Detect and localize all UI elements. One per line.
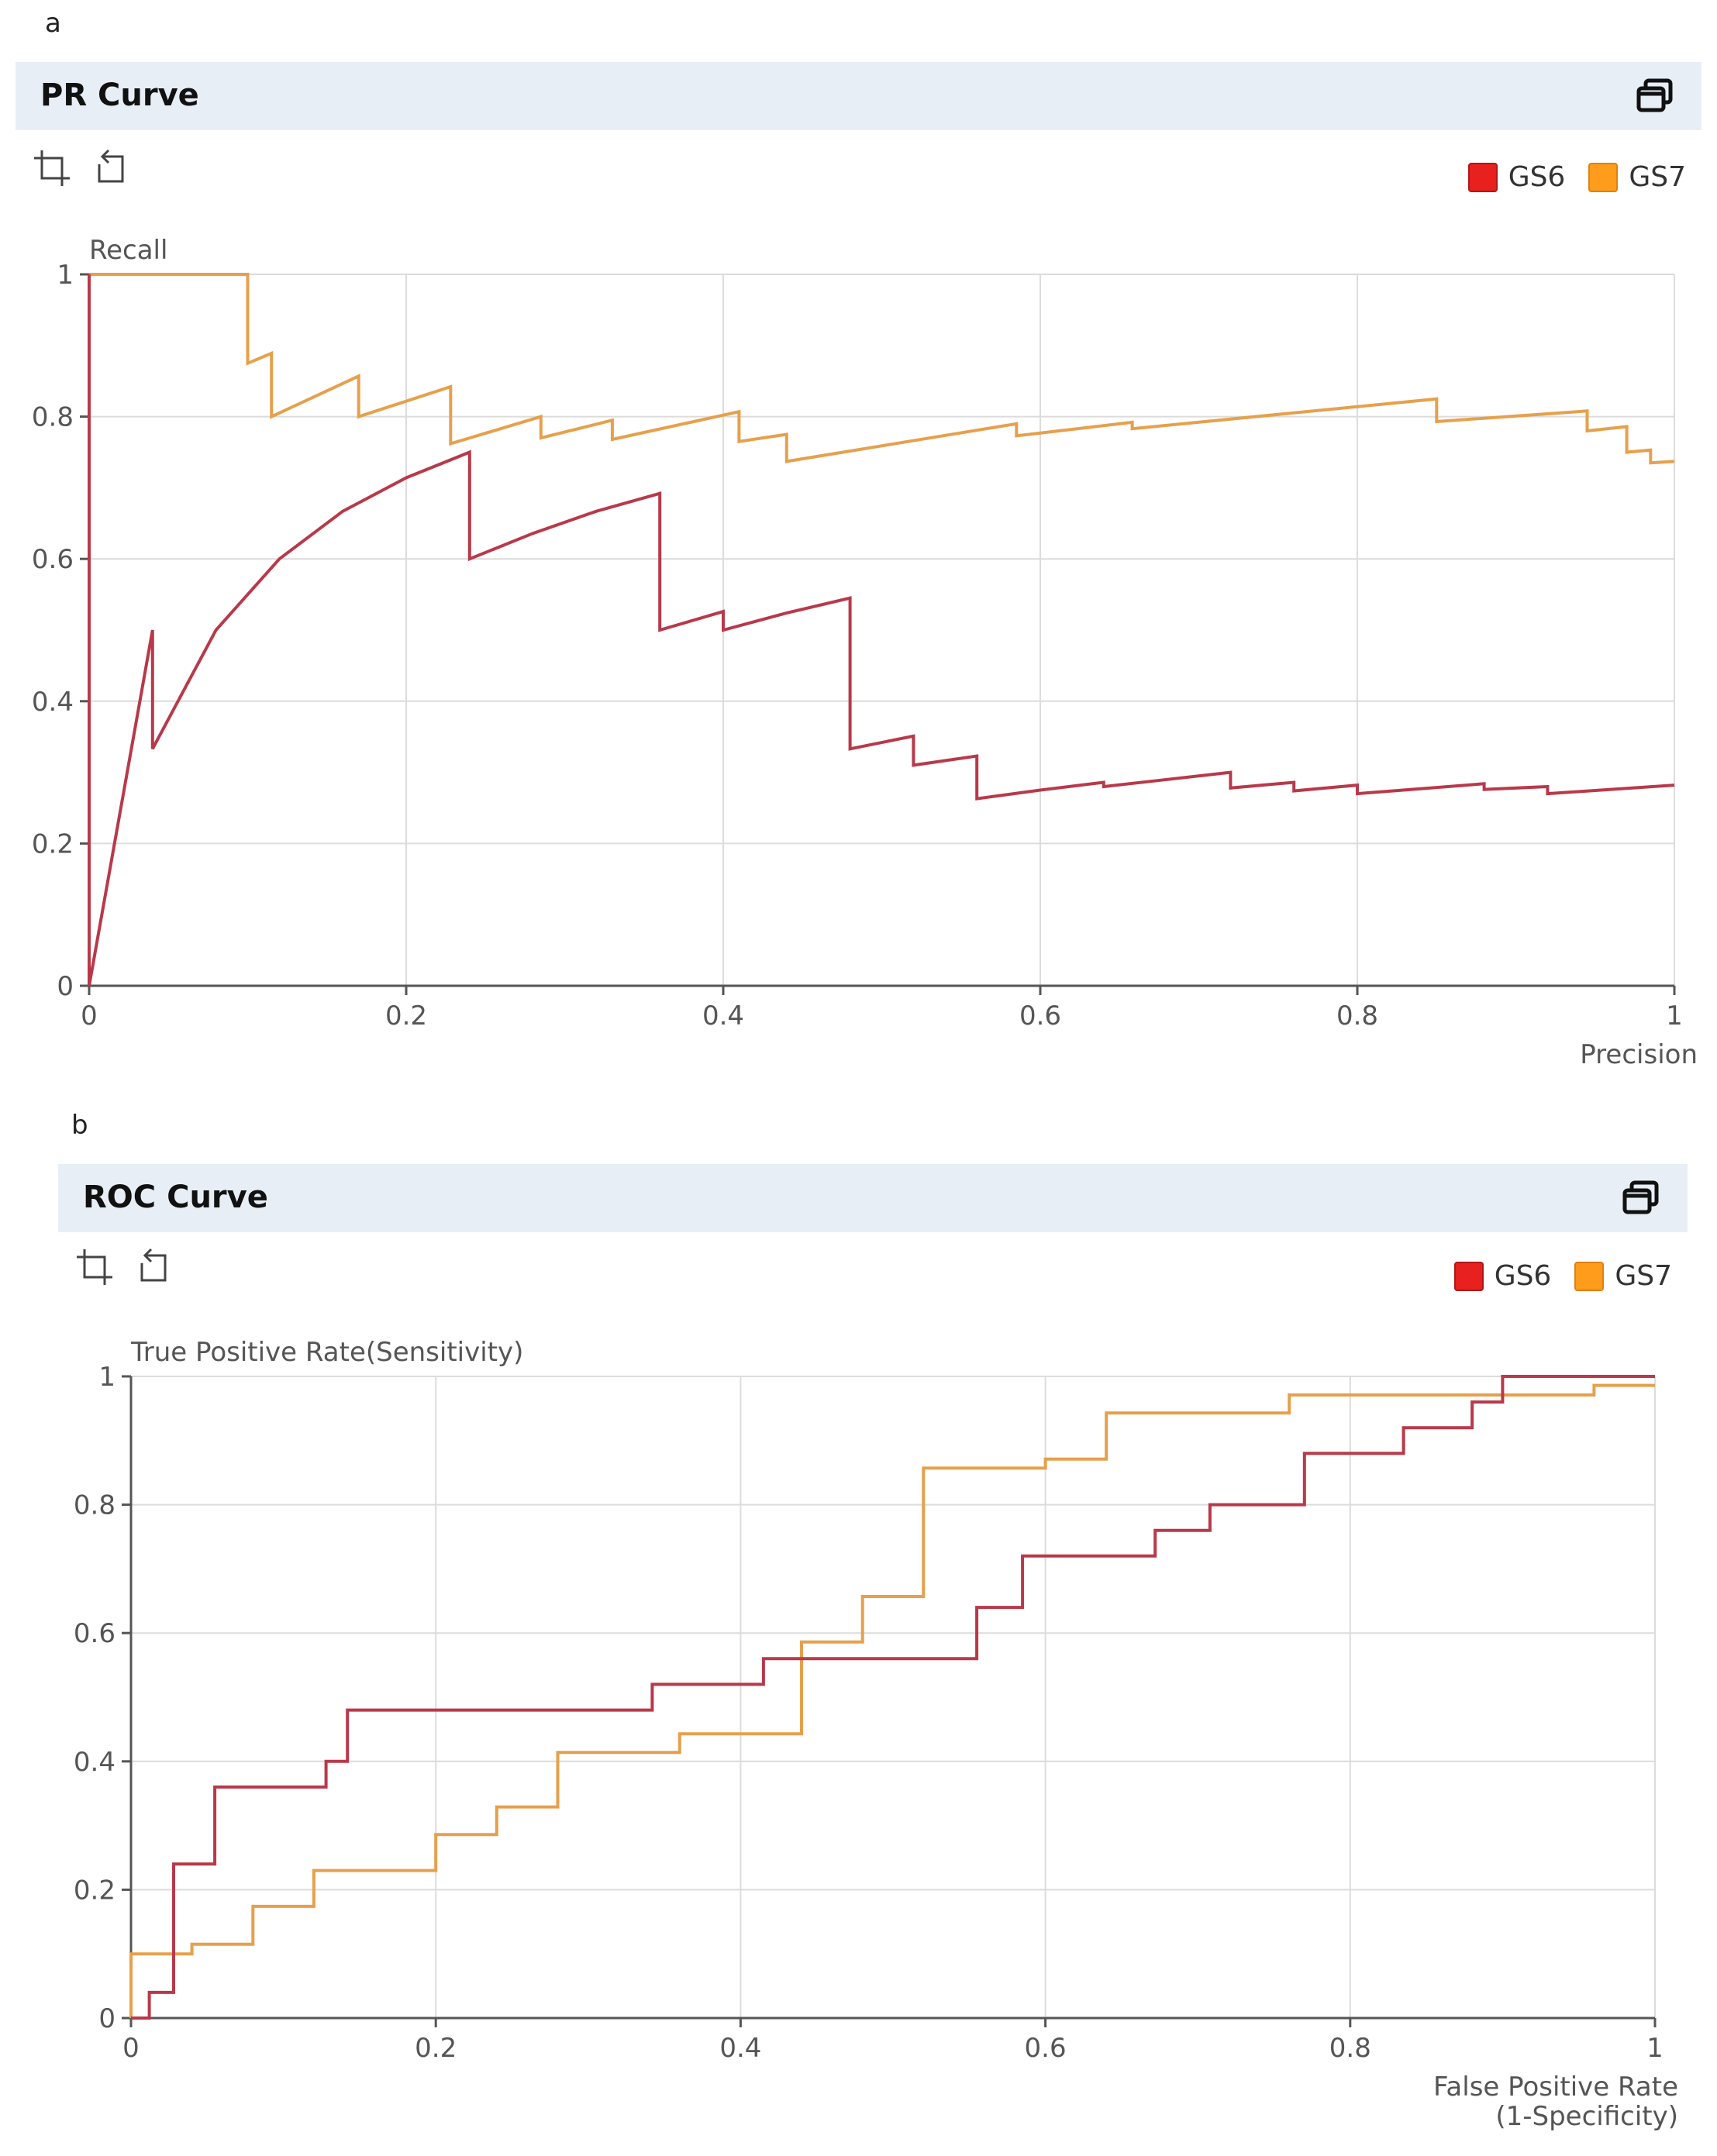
pr-x-axis-label: Precision: [1580, 1039, 1698, 1070]
pr-x-tick-label: 1: [1666, 1001, 1683, 1032]
roc-y-tick-label: 1: [98, 1362, 116, 1393]
restore-window-icon[interactable]: [1635, 76, 1675, 116]
pr-x-tick-label: 0: [81, 1001, 98, 1032]
roc-curve-chart: 00 0.2 0.2 0.4 0.4 0.6 0.6 0.8 0.8 1 1 True Positiv…: [74, 1337, 1678, 2132]
roc-curve-title: ROC Curve: [83, 1180, 268, 1215]
pr-x-tick-label: 0.6: [1019, 1001, 1061, 1032]
pr-x-tick-label: 0.4: [702, 1001, 744, 1032]
legend-swatch-gs7: [1588, 162, 1619, 192]
pr-x-tick-label: 0.8: [1336, 1001, 1378, 1032]
legend-label-gs6: GS6: [1508, 161, 1566, 193]
pr-y-tick-label: 0.2: [32, 828, 74, 859]
roc-y-tick-label: 0: [98, 2003, 116, 2034]
roc-x-tick-label: 1: [1646, 2033, 1664, 2064]
zoom-area-icon[interactable]: [33, 149, 71, 188]
pr-y-tick-label: 0.4: [32, 687, 74, 718]
pr-y-tick-label: 0.8: [32, 402, 74, 433]
pr-y-tick-label: 1: [57, 260, 74, 291]
restore-window-icon[interactable]: [1621, 1178, 1661, 1218]
panel-label-b: b: [71, 1110, 88, 1141]
roc-y-tick-label: 0.8: [74, 1490, 116, 1521]
roc-curve-header: ROC Curve: [58, 1164, 1688, 1232]
legend-swatch-gs6: [1453, 1261, 1484, 1291]
roc-series-line-gs7: [129, 1383, 1655, 2018]
legend-item-gs7[interactable]: GS7: [1574, 1260, 1672, 1292]
roc-x-tick-label: 0.8: [1329, 2033, 1371, 2064]
pr-y-tick-label: 0.6: [32, 544, 74, 575]
legend-swatch-gs7: [1574, 1261, 1605, 1291]
pr-legend: GS6 GS7: [1445, 161, 1686, 193]
pr-curve-chart: 00 0.2 0.2 0.4 0.4 0.6 0.6 0.8 0.8 1 1 Recall Precis…: [32, 235, 1698, 1070]
zoom-reset-icon[interactable]: [136, 1248, 174, 1286]
pr-series-line-gs6: [88, 274, 1675, 987]
legend-swatch-gs6: [1467, 162, 1498, 192]
pr-series-line-gs7: [89, 273, 1675, 465]
roc-y-tick-label: 0.4: [74, 1747, 116, 1778]
roc-y-tick-label: 0.6: [74, 1618, 116, 1649]
legend-item-gs7[interactable]: GS7: [1588, 161, 1686, 193]
pr-x-tick-label: 0.2: [385, 1001, 427, 1032]
roc-curve-panel: ROC Curve GS6 GS7 0 0 0.2 0.2 0.4 0.4 0.6 0.6 0.…: [58, 1164, 1688, 2148]
legend-item-gs6[interactable]: GS6: [1467, 161, 1566, 193]
roc-y-axis-label: True Positive Rate(Sensitivity): [130, 1337, 523, 1368]
roc-x-axis-label: False Positive Rate: [1433, 2072, 1678, 2103]
pr-curve-header: PR Curve: [16, 62, 1701, 130]
roc-x-tick-label: 0.4: [719, 2033, 761, 2064]
legend-label-gs7: GS7: [1629, 161, 1686, 193]
panel-label-a: a: [45, 8, 61, 39]
roc-series-line-gs6: [131, 1375, 1655, 2020]
roc-x-tick-label: 0.6: [1025, 2033, 1067, 2064]
legend-item-gs6[interactable]: GS6: [1453, 1260, 1552, 1292]
legend-label-gs6: GS6: [1494, 1260, 1552, 1292]
pr-curve-panel: PR Curve GS6 GS7 0 0 0.2 0.2 0.4 0.4 0.6 0.6 0.8…: [16, 62, 1701, 1093]
pr-y-tick-label: 0: [57, 971, 74, 1002]
zoom-area-icon[interactable]: [75, 1248, 114, 1286]
pr-curve-title: PR Curve: [40, 77, 199, 113]
roc-y-tick-label: 0.2: [74, 1875, 116, 1906]
legend-label-gs7: GS7: [1615, 1260, 1672, 1292]
roc-legend: GS6 GS7: [1431, 1260, 1672, 1292]
pr-y-axis-label: Recall: [89, 235, 167, 266]
roc-x-tick-label: 0.2: [415, 2033, 457, 2064]
roc-x-axis-label-line2: (1-Specificity): [1495, 2101, 1678, 2132]
roc-x-tick-label: 0: [122, 2033, 140, 2064]
zoom-reset-icon[interactable]: [93, 149, 132, 188]
